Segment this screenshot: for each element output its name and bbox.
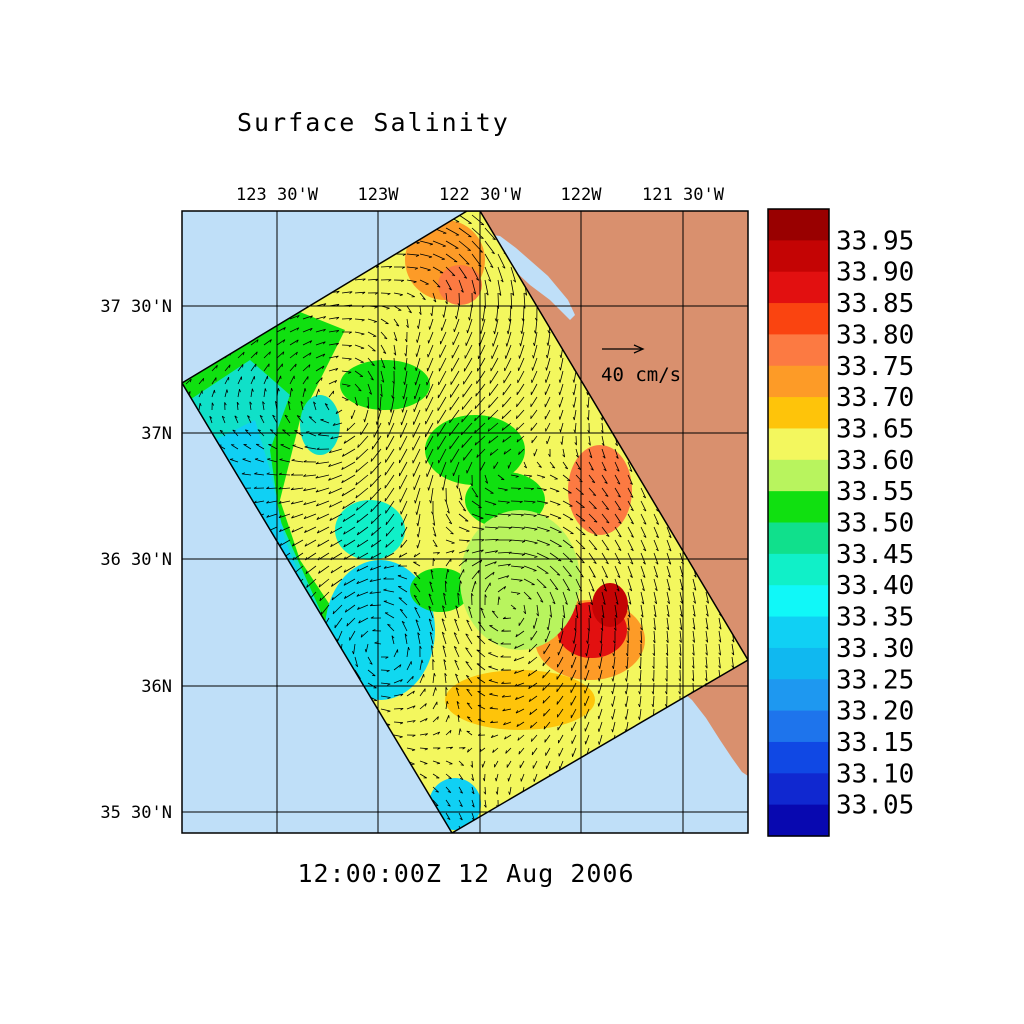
colorbar-label: 33.55 [836, 477, 914, 507]
field-fresh-eddy [325, 560, 435, 700]
colorbar-label: 33.15 [836, 728, 914, 758]
colorbar-label: 33.90 [836, 258, 914, 288]
lon-label-3: 122 30'W [439, 185, 522, 205]
colorbar-label: 33.65 [836, 414, 914, 444]
colorbar-label: 33.70 [836, 383, 914, 413]
colorbar-label: 33.35 [836, 603, 914, 633]
lon-label-4: 122W [561, 185, 603, 205]
colorbar-swatch [768, 773, 829, 806]
scale-arrowhead [633, 344, 645, 354]
colorbar-swatch [768, 459, 829, 492]
timestamp: 12:00:00Z 12 Aug 2006 [297, 859, 634, 888]
colorbar-swatch [768, 679, 829, 712]
salinity-field [182, 211, 748, 833]
colorbar-swatch [768, 647, 829, 680]
colorbar-swatch [768, 741, 829, 774]
colorbar: 33.9533.9033.8533.8033.7533.7033.6533.60… [767, 208, 914, 837]
field-cyan-west [215, 420, 420, 800]
lat-label-1: 37 30'N [100, 297, 172, 317]
colorbar-frame [767, 208, 830, 837]
field-green-mid [410, 568, 470, 612]
map-title: Surface Salinity [237, 108, 510, 137]
field-teal-small [300, 395, 340, 455]
san-francisco-bay [486, 234, 575, 320]
field-orange-band [445, 670, 595, 730]
colorbar-swatch [768, 553, 829, 586]
lon-label-2: 123W [358, 185, 400, 205]
colorbar-swatch [768, 585, 829, 618]
lat-label-4: 36N [141, 677, 172, 697]
colorbar-swatch [768, 522, 829, 555]
colorbar-swatch [768, 334, 829, 367]
colorbar-label: 33.20 [836, 697, 914, 727]
colorbar-swatch [768, 240, 829, 273]
colorbar-label: 33.85 [836, 289, 914, 319]
colorbar-label: 33.50 [836, 509, 914, 539]
field-green-north-a [340, 360, 430, 410]
colorbar-label: 33.75 [836, 352, 914, 382]
lat-label-3: 36 30'N [100, 550, 172, 570]
colorbar-swatch [768, 710, 829, 743]
field-orangered-north [438, 265, 482, 305]
colorbar-swatch [768, 397, 829, 430]
vector-scale: 40 cm/s [601, 344, 681, 386]
field-darkred-upwelling [592, 583, 628, 627]
graticule [182, 211, 748, 833]
colorbar-swatch [768, 365, 829, 398]
colorbar-label: 33.10 [836, 759, 914, 789]
colorbar-label: 33.40 [836, 571, 914, 601]
field-eddy-2 [335, 500, 405, 560]
colorbar-swatch [768, 616, 829, 649]
colorbar-swatch [768, 303, 829, 335]
lon-label-5: 121 30'W [642, 185, 725, 205]
lat-labels: 37 30'N 37N 36 30'N 36N 35 30'N [100, 297, 172, 823]
colorbar-swatch [768, 428, 829, 461]
lon-labels: 123 30'W 123W 122 30'W 122W 121 30'W [236, 185, 725, 205]
map-frame [181, 210, 749, 834]
colorbar-label: 33.25 [836, 665, 914, 695]
map-panel [182, 211, 748, 833]
colorbar-swatch [768, 804, 829, 837]
field-orange-coast [568, 445, 632, 535]
scale-label: 40 cm/s [601, 364, 681, 386]
colorbar-swatch [768, 491, 829, 524]
lat-label-5: 35 30'N [100, 803, 172, 823]
colorbar-label: 33.60 [836, 446, 914, 476]
colorbar-swatch [768, 271, 829, 304]
lon-label-1: 123 30'W [236, 185, 319, 205]
colorbar-swatch [768, 209, 829, 241]
colorbar-label: 33.05 [836, 791, 914, 821]
colorbar-label: 33.30 [836, 634, 914, 664]
model-domain-outline [182, 211, 748, 833]
colorbar-label: 33.80 [836, 320, 914, 350]
lat-label-2: 37N [141, 424, 172, 444]
colorbar-label: 33.45 [836, 540, 914, 570]
colorbar-label: 33.95 [836, 226, 914, 256]
